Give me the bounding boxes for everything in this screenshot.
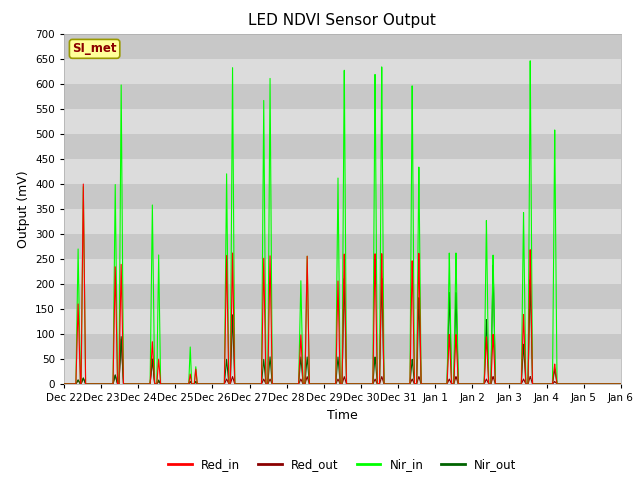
Title: LED NDVI Sensor Output: LED NDVI Sensor Output	[248, 13, 436, 28]
Bar	[64, 309, 621, 334]
Y-axis label: Output (mV): Output (mV)	[17, 170, 29, 248]
Bar	[64, 284, 621, 309]
Bar	[64, 259, 621, 284]
Bar	[64, 59, 621, 84]
Bar	[64, 184, 621, 209]
Bar	[64, 159, 621, 184]
X-axis label: Time: Time	[327, 408, 358, 421]
Bar	[64, 334, 621, 359]
Bar	[64, 84, 621, 108]
Bar	[64, 209, 621, 234]
Legend: Red_in, Red_out, Nir_in, Nir_out: Red_in, Red_out, Nir_in, Nir_out	[163, 454, 522, 476]
Bar	[64, 359, 621, 384]
Bar	[64, 108, 621, 134]
Text: SI_met: SI_met	[72, 42, 117, 55]
Bar	[64, 134, 621, 159]
Bar	[64, 34, 621, 59]
Bar	[64, 234, 621, 259]
